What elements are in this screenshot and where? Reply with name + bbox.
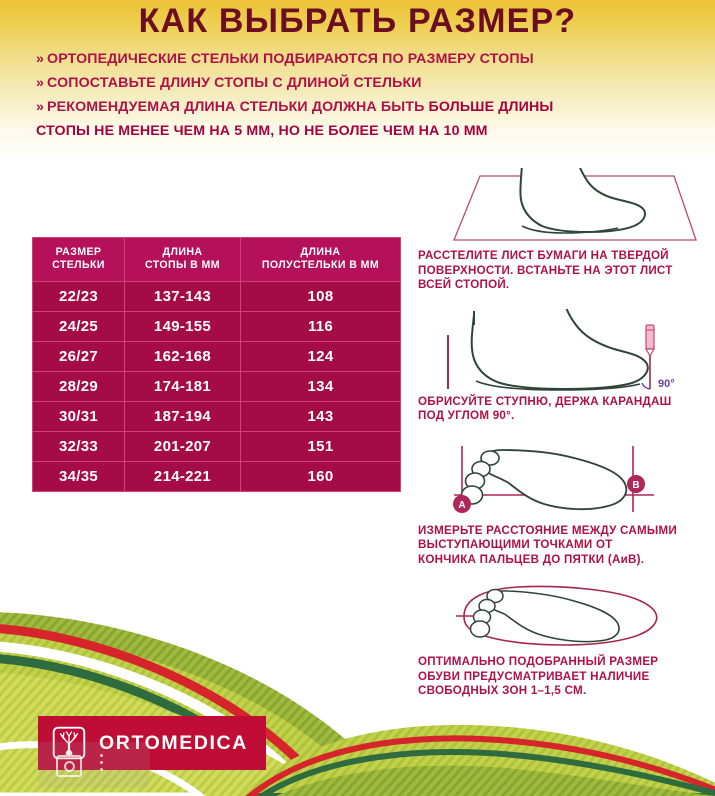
- bullet-item-2: » СОПОСТАВЬТЕ ДЛИНУ СТОПЫ С ДЛИНОЙ СТЕЛЬК…: [36, 71, 696, 95]
- table-row: 30/31 187-194 143: [32, 401, 401, 432]
- cell-insole-size: 26/27: [32, 341, 125, 372]
- header-gradient-banner: [0, 0, 715, 165]
- cell-foot-length: 201-207: [124, 431, 241, 462]
- marker-b-label: B: [632, 480, 639, 491]
- brand-logo[interactable]: ORTOMEDICA: [38, 716, 266, 770]
- cell-insole-size: 32/33: [32, 431, 125, 462]
- bullet-text-3: РЕКОМЕНДУЕМАЯ ДЛИНА СТЕЛЬКИ ДОЛЖНА БЫТЬ: [47, 99, 429, 115]
- table-row: 34/35 214-221 160: [32, 461, 401, 492]
- step-paper-caption: РАССТЕЛИТЕ ЛИСТ БУМАГИ НА ТВЕРДОЙ ПОВЕРХ…: [418, 249, 710, 293]
- caption-line-2: ОБУВИ ПРЕДУСМАТРИВАЕТ НАЛИЧИЕ: [418, 669, 650, 683]
- tree-in-square-icon: [52, 726, 86, 760]
- column-header-half-insole-length: ДЛИНА ПОЛУСТЕЛЬКИ В ММ: [240, 237, 401, 282]
- cell-half-insole-length: 134: [240, 371, 401, 402]
- caption-line-2: ВЫСТУПАЮЩИМИ ТОЧКАМИ ОТ: [418, 538, 613, 551]
- step-paper: РАССТЕЛИТЕ ЛИСТ БУМАГИ НА ТВЕРДОЙ ПОВЕРХ…: [418, 168, 710, 293]
- header-line-2: СТОПЫ В ММ: [144, 259, 220, 271]
- step-measure: A B ИЗМЕРЬТЕ РАССТОЯНИЕ МЕЖДУ САМЫМИ ВЫС…: [418, 442, 710, 568]
- bullet-item-3-continued: СТОПЫ НЕ МЕНЕЕ ЧЕМ НА 5 ММ, НО НЕ БОЛЕЕ …: [36, 119, 696, 143]
- cell-half-insole-length: 116: [240, 311, 401, 342]
- cell-insole-size: 22/23: [32, 281, 125, 312]
- foot-side-with-pencil-icon: 90°: [447, 308, 675, 391]
- table-header-row: РАЗМЕР СТЕЛЬКИ ДЛИНА СТОПЫ В ММ ДЛИНА ПО…: [32, 237, 401, 282]
- bullet-text-4: СТОПЫ НЕ МЕНЕЕ ЧЕМ НА 5 ММ, НО НЕ БОЛЕЕ …: [36, 123, 488, 139]
- instruction-steps-column: РАССТЕЛИТЕ ЛИСТ БУМАГИ НА ТВЕРДОЙ ПОВЕРХ…: [418, 168, 710, 699]
- caption-line-3: КОНЧИКА ПАЛЬЦЕВ ДО ПЯТКИ (АиВ).: [418, 552, 645, 566]
- page-title: КАК ВЫБРАТЬ РАЗМЕР?: [138, 2, 577, 40]
- foot-sole-in-shoe-icon: [456, 585, 658, 646]
- cell-foot-length: 214-221: [124, 461, 241, 492]
- cell-foot-length: 162-168: [124, 341, 241, 372]
- cell-foot-length: 137-143: [124, 281, 241, 312]
- intro-bullet-list: » ОРТОПЕДИЧЕСКИЕ СТЕЛЬКИ ПОДБИРАЮТСЯ ПО Р…: [36, 47, 696, 143]
- table-body: 22/23 137-143 108 24/25 149-155 116 26/2…: [32, 281, 401, 492]
- header-line-1: РАЗМЕР: [55, 246, 102, 258]
- bullet-item-3: » РЕКОМЕНДУЕМАЯ ДЛИНА СТЕЛЬКИ ДОЛЖНА БЫТЬ…: [36, 95, 696, 119]
- caption-line-1: РАССТЕЛИТЕ ЛИСТ БУМАГИ НА ТВЕРДОЙ: [418, 249, 669, 262]
- header-line-2: ПОЛУСТЕЛЬКИ В ММ: [261, 259, 380, 271]
- cell-half-insole-length: 108: [240, 281, 401, 312]
- cell-half-insole-length: 124: [240, 341, 401, 372]
- cell-foot-length: 149-155: [124, 311, 241, 342]
- cell-insole-size: 34/35: [32, 461, 125, 492]
- bullet-item-1: » ОРТОПЕДИЧЕСКИЕ СТЕЛЬКИ ПОДБИРАЮТСЯ ПО Р…: [36, 47, 696, 71]
- header-line-2: СТЕЛЬКИ: [52, 259, 105, 271]
- marker-a-label: A: [458, 500, 465, 511]
- caption-line-1: ОБРИСУЙТЕ СТУПНЮ, ДЕРЖА КАРАНДАШ: [418, 394, 672, 408]
- caption-line-1: ОПТИМАЛЬНО ПОДОБРАННЫЙ РАЗМЕР: [418, 655, 659, 668]
- table-row: 24/25 149-155 116: [32, 311, 401, 342]
- cell-insole-size: 28/29: [32, 371, 125, 402]
- dots-icon: [100, 754, 103, 774]
- caption-line-1: ИЗМЕРЬТЕ РАССТОЯНИЕ МЕЖДУ САМЫМИ: [418, 523, 677, 537]
- bullet-marker-icon: »: [36, 51, 45, 67]
- size-chart-table: РАЗМЕР СТЕЛЬКИ ДЛИНА СТОПЫ В ММ ДЛИНА ПО…: [32, 237, 401, 492]
- table-row: 26/27 162-168 124: [32, 341, 401, 372]
- image-placeholder-watermark: [38, 742, 150, 788]
- bullet-text-3-emphasis: БОЛЬШЕ ДЛИНЫ: [428, 99, 554, 115]
- foot-side-on-paper-icon: [453, 168, 697, 241]
- step-trace: 90° ОБРИСУЙТЕ СТУПНЮ, ДЕРЖА КАРАНДАШ ПОД…: [418, 308, 710, 424]
- cell-foot-length: 174-181: [124, 371, 241, 402]
- cell-foot-length: 187-194: [124, 401, 241, 432]
- table-row: 28/29 174-181 134: [32, 371, 401, 402]
- cell-insole-size: 30/31: [32, 401, 125, 432]
- bullet-text-1: ОРТОПЕДИЧЕСКИЕ СТЕЛЬКИ ПОДБИРАЮТСЯ ПО РА…: [47, 51, 534, 67]
- cell-half-insole-length: 151: [240, 431, 401, 462]
- foot-sole-measure-icon: A B: [453, 445, 654, 513]
- step-trace-caption: ОБРИСУЙТЕ СТУПНЮ, ДЕРЖА КАРАНДАШ ПОД УГЛ…: [418, 395, 710, 424]
- header-line-1: ДЛИНА: [162, 246, 203, 258]
- table-row: 32/33 201-207 151: [32, 431, 401, 462]
- column-header-foot-length: ДЛИНА СТОПЫ В ММ: [124, 237, 241, 282]
- bullet-marker-icon: »: [36, 75, 45, 91]
- table-head: РАЗМЕР СТЕЛЬКИ ДЛИНА СТОПЫ В ММ ДЛИНА ПО…: [32, 237, 401, 282]
- table-row: 22/23 137-143 108: [32, 281, 401, 312]
- camera-icon: [56, 755, 82, 777]
- bullet-text-2: СОПОСТАВЬТЕ ДЛИНУ СТОПЫ С ДЛИНОЙ СТЕЛЬКИ: [47, 75, 422, 91]
- bullet-marker-icon: »: [36, 99, 45, 115]
- step-fit: ОПТИМАЛЬНО ПОДОБРАННЫЙ РАЗМЕР ОБУВИ ПРЕД…: [418, 583, 710, 699]
- caption-line-2: ПОВЕРХНОСТИ. ВСТАНЬТЕ НА ЭТОТ ЛИСТ: [418, 263, 673, 277]
- cell-half-insole-length: 160: [240, 461, 401, 492]
- header-line-1: ДЛИНА: [300, 246, 341, 258]
- cell-insole-size: 24/25: [32, 311, 125, 342]
- cell-half-insole-length: 143: [240, 401, 401, 432]
- caption-line-3: ВСЕЙ СТОПОЙ.: [418, 278, 510, 291]
- step-measure-caption: ИЗМЕРЬТЕ РАССТОЯНИЕ МЕЖДУ САМЫМИ ВЫСТУПА…: [418, 524, 710, 568]
- step-fit-caption: ОПТИМАЛЬНО ПОДОБРАННЫЙ РАЗМЕР ОБУВИ ПРЕД…: [418, 655, 710, 699]
- angle-label-90: 90°: [658, 378, 675, 390]
- column-header-insole-size: РАЗМЕР СТЕЛЬКИ: [32, 237, 125, 282]
- caption-line-2: ПОД УГЛОМ 90°.: [418, 409, 515, 422]
- brand-name: ORTOMEDICA: [99, 731, 248, 754]
- caption-line-3: СВОБОДНЫХ ЗОН 1–1,5 СМ.: [418, 684, 587, 697]
